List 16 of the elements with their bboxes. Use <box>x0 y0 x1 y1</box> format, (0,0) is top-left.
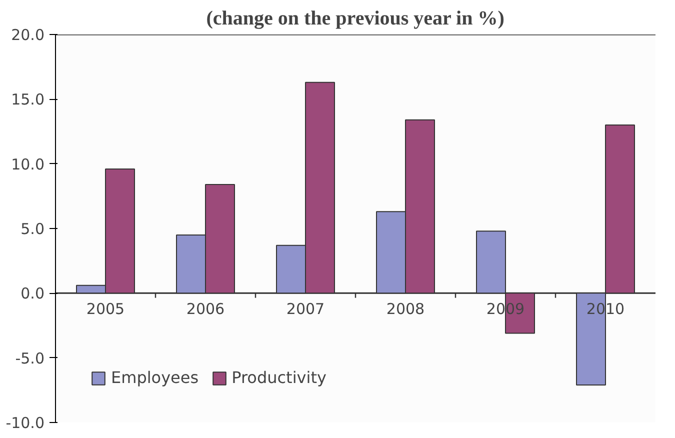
x-tick-label: 2005 <box>86 300 125 318</box>
y-tick-label: 0.0 <box>20 284 45 303</box>
y-tick-label: 20.0 <box>11 26 45 44</box>
y-tick-label: 5.0 <box>20 220 45 238</box>
x-tick-label: 2010 <box>586 300 625 318</box>
legend-label: Employees <box>111 368 199 387</box>
y-tick-label: 15.0 <box>11 90 45 109</box>
x-tick-label: 2008 <box>386 300 425 318</box>
y-tick-label: -5.0 <box>15 349 45 368</box>
x-tick-label: 2007 <box>286 300 325 318</box>
x-tick-label: 2006 <box>186 300 225 318</box>
legend-label: Productivity <box>232 368 326 387</box>
y-tick-label: 10.0 <box>11 155 45 174</box>
y-tick-label: -10.0 <box>6 414 44 432</box>
chart-title: (change on the previous year in %) <box>206 8 504 30</box>
x-tick-label: 2009 <box>486 300 525 318</box>
